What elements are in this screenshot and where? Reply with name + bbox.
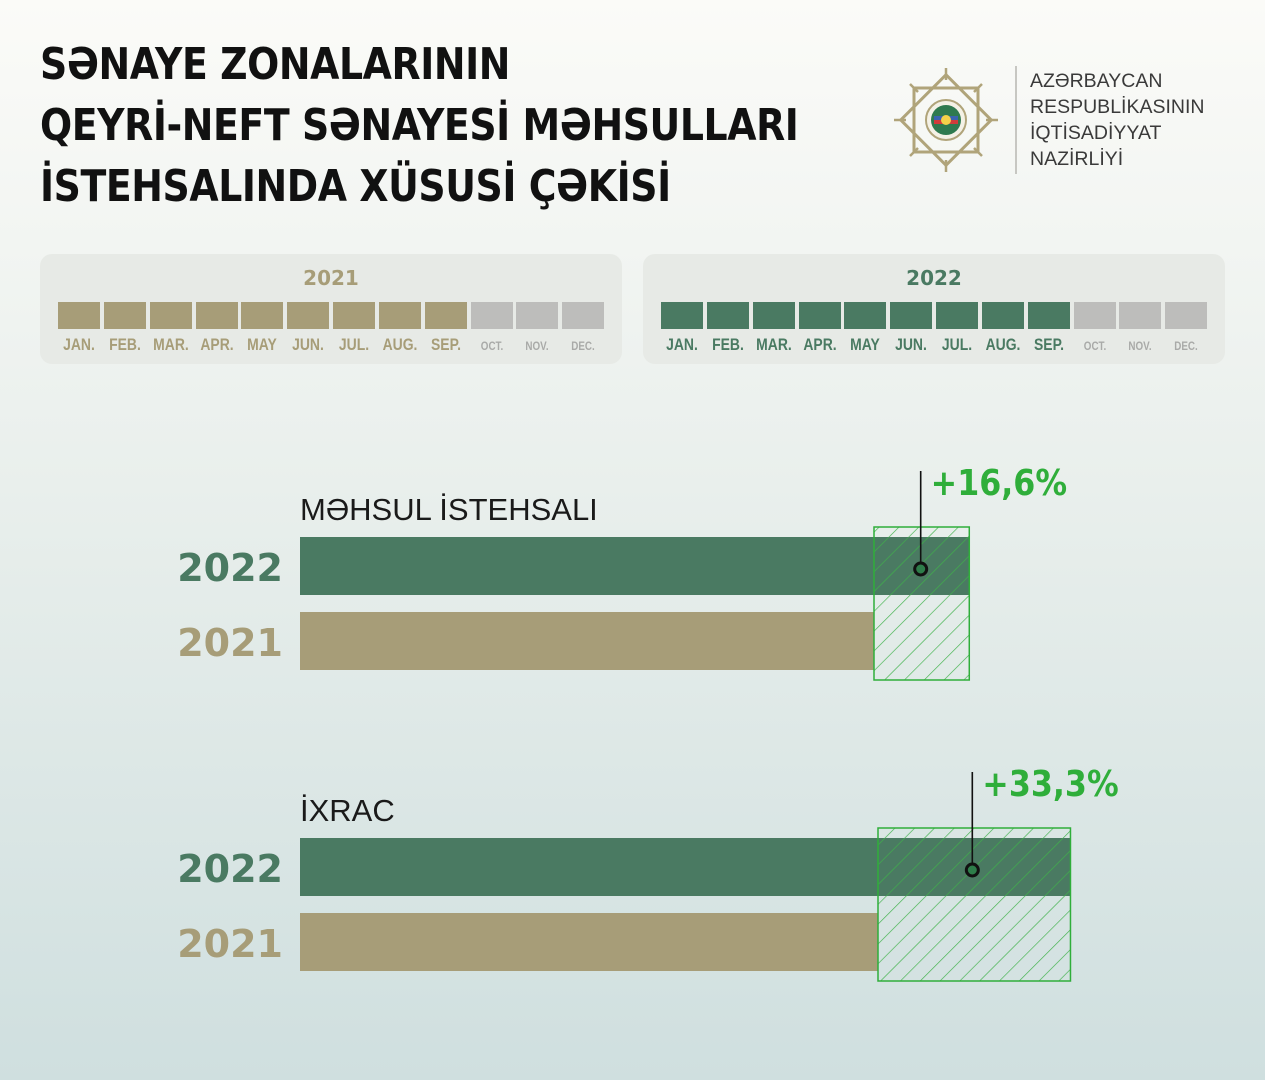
period-year: 2021 [303,266,359,290]
month-strip: JAN. FEB. MAR. APR. MAY JUN. JUL. AUG. SEP. OCT. N… [56,302,606,362]
month-bar [378,302,421,329]
month-bar [661,302,703,329]
month-label: DEC. [1174,339,1198,353]
ministry-emblem-icon [894,68,998,172]
month-label: APR. [199,335,234,354]
month-bar [936,302,978,329]
month-label: MAY [850,335,881,354]
logo-divider [1015,66,1017,174]
month-bar [1027,302,1070,329]
period-panel-2022: 2022 JAN. FEB. MAR. APR. MAY JUN. JUL. AUG. SEP.… [643,254,1225,364]
ministry-line-1: AZƏRBAYCAN [1030,70,1163,92]
month-label: MAY [247,335,278,354]
category-label-2022: 2022 [177,847,283,891]
period-panel-2021: 2021 JAN. FEB. MAR. APR. MAY JUN. JUL. AUG. SEP.… [40,254,622,364]
month-bar [149,302,192,329]
month-label: APR. [802,335,837,354]
page-title: SƏNAYE ZONALARININ QEYRİ-NEFT SƏNAYESİ M… [40,34,799,217]
category-label-2021: 2021 [177,922,283,966]
month-label: SEP. [430,335,461,354]
category-label-2022: 2022 [177,546,283,590]
chart-title: MƏHSUL İSTEHSALI [300,492,598,527]
category-label-2021: 2021 [177,621,283,665]
month-label: NOV. [525,339,549,353]
ministry-line-3: İQTİSADİYYAT [1030,122,1162,144]
month-bar [58,302,100,329]
increase-overlay [873,526,971,681]
ministry-name: AZƏRBAYCAN RESPUBLİKASININ İQTİSADİYYAT … [1030,68,1204,172]
change-marker [964,862,980,878]
month-bar [1165,302,1208,329]
month-bar [1073,302,1116,329]
month-bar [195,302,238,329]
title-line-3: İSTEHSALINDA XÜSUSİ ÇƏKİSİ [40,161,671,212]
month-bar [798,302,841,329]
title-line-1: SƏNAYE ZONALARININ [40,39,510,90]
bar-2021 [300,913,878,971]
title-line-2: QEYRİ-NEFT SƏNAYESİ MƏHSULLARI [40,100,799,151]
month-label: JUN. [895,335,928,354]
month-label: FEB. [108,335,141,354]
month-label: DEC. [571,339,595,353]
month-label: MAR. [755,335,792,354]
chart-title: İXRAC [300,793,395,828]
month-bar [470,302,513,329]
month-bar [333,302,375,329]
month-bar [562,302,605,329]
month-label: SEP. [1033,335,1064,354]
change-label: +33,3% [982,763,1118,804]
month-label: MAR. [152,335,189,354]
month-bar [241,302,284,329]
month-label: FEB. [711,335,744,354]
change-label: +16,6% [931,462,1067,503]
ministry-line-2: RESPUBLİKASININ [1030,96,1205,118]
month-label: OCT. [1083,339,1106,353]
month-label: JAN. [63,335,95,354]
bar-2022 [300,537,970,595]
month-bar [844,302,887,329]
month-label: JAN. [666,335,698,354]
change-marker [913,561,929,577]
month-label: JUL. [338,335,370,354]
month-bar [287,302,330,329]
month-bar [516,302,559,329]
month-bar [752,302,795,329]
month-label: NOV. [1128,339,1152,353]
month-label: AUG. [382,335,418,354]
month-bar [706,302,749,329]
month-label: JUL. [941,335,973,354]
period-year: 2022 [906,266,962,290]
month-strip: JAN. FEB. MAR. APR. MAY JUN. JUL. AUG. SEP. OCT. N… [659,302,1209,362]
month-label: OCT. [480,339,503,353]
bar-2021 [300,612,874,670]
month-bar [1119,302,1162,329]
month-bar [890,302,933,329]
month-bar [103,302,146,329]
month-label: JUN. [292,335,325,354]
month-bar [424,302,467,329]
ministry-line-4: NAZİRLİYİ [1030,148,1124,170]
month-bar [981,302,1024,329]
increase-overlay [877,827,1072,982]
month-label: AUG. [985,335,1021,354]
